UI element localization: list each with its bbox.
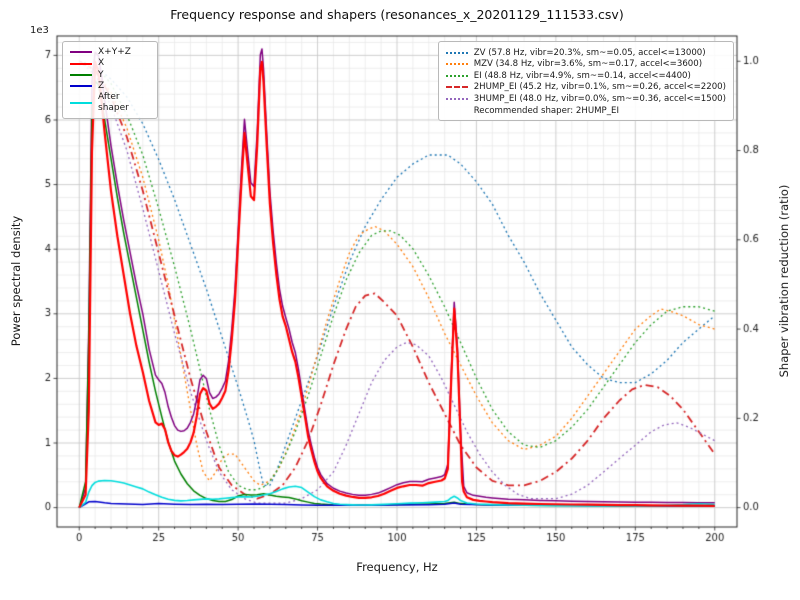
legend-entry: Z <box>70 81 150 91</box>
legend-line-sample <box>445 86 468 88</box>
chart-title: Frequency response and shapers (resonanc… <box>170 7 624 22</box>
legend-line-sample <box>445 97 468 100</box>
legend-label: X+Y+Z <box>98 47 131 57</box>
legend-line-sample <box>70 62 92 65</box>
legend-label: MZV (34.8 Hz, vibr=3.6%, sm~=0.17, accel… <box>473 59 703 69</box>
legend-entry: X <box>70 58 150 68</box>
legend-line-sample <box>445 74 468 77</box>
legend-entry: After shaper <box>70 92 150 113</box>
legend-line-sample <box>70 85 92 88</box>
legend-label: Y <box>98 69 104 80</box>
legend-label: EI (48.8 Hz, vibr=4.9%, sm~=0.14, accel<… <box>473 70 691 81</box>
legend-entry: 3HUMP_EI (48.0 Hz, vibr=0.0%, sm~=0.36, … <box>445 93 726 104</box>
legend-entry: ZV (57.8 Hz, vibr=20.3%, sm~=0.05, accel… <box>445 47 726 58</box>
y-axis-label-left: Power spectral density <box>9 215 23 347</box>
legend-shapers: ZV (57.8 Hz, vibr=20.3%, sm~=0.05, accel… <box>437 41 734 121</box>
legend-label: X <box>98 58 105 69</box>
recommended-shaper-note: Recommended shaper: 2HUMP_EI <box>473 105 619 116</box>
legend-label: After shaper <box>98 92 129 113</box>
legend-label: 3HUMP_EI (48.0 Hz, vibr=0.0%, sm~=0.36, … <box>473 93 726 104</box>
x-axis-label: Frequency, Hz <box>356 560 438 574</box>
legend-line-sample <box>70 101 92 104</box>
legend-label: 2HUMP_EI (45.2 Hz, vibr=0.1%, sm~=0.26, … <box>473 82 726 92</box>
y-axis-offset-label: 1e3 <box>30 25 49 36</box>
legend-entry: X+Y+Z <box>70 47 150 57</box>
legend-entry: MZV (34.8 Hz, vibr=3.6%, sm~=0.17, accel… <box>445 59 726 69</box>
legend-line-sample <box>70 73 92 76</box>
legend-line-sample <box>70 51 92 54</box>
legend-line-sample <box>445 63 468 65</box>
y-axis-label-right: Shaper vibration reduction (ratio) <box>777 184 791 378</box>
legend-label: Z <box>98 81 105 92</box>
legend-entry: 2HUMP_EI (45.2 Hz, vibr=0.1%, sm~=0.26, … <box>445 82 726 92</box>
legend-line-sample <box>445 51 468 54</box>
legend-psd: X+Y+Z X Y Z After shaper <box>62 41 158 120</box>
legend-entry: Y <box>70 70 150 80</box>
legend-label: ZV (57.8 Hz, vibr=20.3%, sm~=0.05, accel… <box>473 47 706 58</box>
legend-entry: EI (48.8 Hz, vibr=4.9%, sm~=0.14, accel<… <box>445 70 726 81</box>
